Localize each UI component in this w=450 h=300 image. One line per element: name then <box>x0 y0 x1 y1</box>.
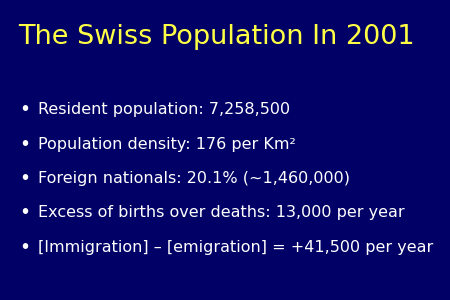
Text: [Immigration] – [emigration] = +41,500 per year: [Immigration] – [emigration] = +41,500 p… <box>38 240 433 255</box>
Text: •: • <box>19 238 30 257</box>
Text: •: • <box>19 169 30 188</box>
Text: •: • <box>19 203 30 223</box>
Text: The Swiss Population In 2001: The Swiss Population In 2001 <box>18 25 414 50</box>
Text: Excess of births over deaths: 13,000 per year: Excess of births over deaths: 13,000 per… <box>38 206 405 220</box>
Text: •: • <box>19 134 30 154</box>
Text: Foreign nationals: 20.1% (~1,460,000): Foreign nationals: 20.1% (~1,460,000) <box>38 171 350 186</box>
Text: Population density: 176 per Km²: Population density: 176 per Km² <box>38 136 296 152</box>
Text: Resident population: 7,258,500: Resident population: 7,258,500 <box>38 102 290 117</box>
Text: •: • <box>19 100 30 119</box>
